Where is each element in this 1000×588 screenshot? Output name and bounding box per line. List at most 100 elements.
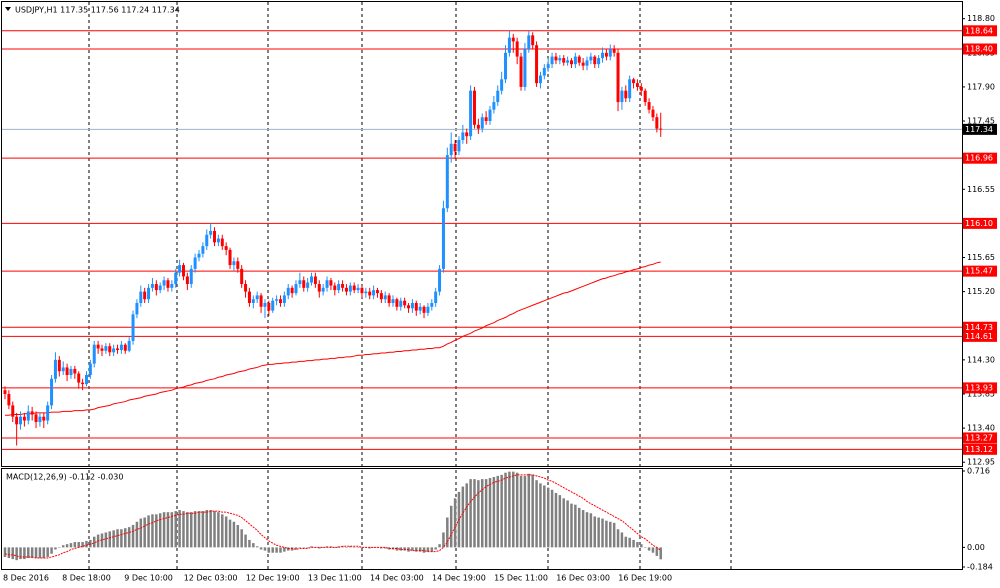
candle-body	[147, 287, 151, 300]
candle-body	[577, 56, 581, 63]
macd-bar	[543, 485, 546, 548]
candle-body	[224, 246, 228, 250]
macd-bar	[372, 547, 375, 548]
candle-body	[624, 90, 628, 99]
candle-body	[441, 208, 445, 269]
macd-bar	[477, 480, 480, 548]
candle-body	[348, 285, 352, 292]
candle-body	[546, 64, 550, 68]
macd-bar	[182, 511, 185, 548]
candle-body	[655, 117, 659, 129]
macd-bar	[616, 529, 620, 548]
macd-bar	[341, 546, 344, 548]
macd-bar	[624, 536, 628, 548]
candle-body	[368, 291, 372, 296]
macd-bar	[461, 486, 465, 548]
x-tick-label: 16 Dec 19:00	[618, 574, 672, 583]
macd-bar	[85, 540, 88, 548]
candle-body	[573, 56, 577, 65]
macd-bar	[469, 479, 472, 548]
macd-bar	[345, 547, 348, 548]
macd-bar	[294, 547, 298, 550]
candle-body	[527, 35, 531, 50]
macd-bar	[124, 528, 127, 548]
candle-body	[236, 261, 240, 269]
candle-body	[135, 302, 139, 315]
candle-body	[593, 56, 597, 65]
macd-bar	[527, 473, 531, 548]
candle-body	[53, 359, 57, 379]
macd-bar	[480, 479, 484, 548]
macd-bar	[531, 474, 534, 548]
level-label: 116.96	[965, 154, 993, 163]
candle-body	[333, 285, 337, 291]
x-tick-label: 14 Dec 03:00	[370, 574, 424, 583]
macd-bar	[213, 511, 216, 548]
macd-bar	[275, 547, 278, 553]
candle-body	[11, 405, 15, 417]
candle-body	[46, 405, 50, 421]
candle-body	[585, 60, 589, 66]
candle-body	[317, 284, 321, 292]
macd-bar	[3, 547, 7, 557]
macd-bar	[174, 511, 177, 548]
macd-bar	[23, 547, 26, 560]
y-tick-label: 117.90	[967, 82, 995, 91]
macd-bar	[356, 547, 360, 548]
candle-body	[364, 291, 368, 294]
candle-body	[271, 300, 275, 311]
candle-body	[507, 37, 511, 53]
candle-body	[558, 58, 562, 61]
candle-body	[154, 284, 158, 291]
macd-bar	[473, 479, 476, 548]
macd-bar	[434, 547, 437, 550]
macd-bar	[271, 547, 274, 553]
macd-bar	[636, 542, 639, 548]
macd-bar	[139, 518, 143, 548]
candle-body	[267, 302, 271, 311]
macd-bar	[151, 514, 154, 548]
candle-body	[30, 411, 34, 415]
macd-bar	[570, 503, 573, 548]
candle-body	[247, 291, 251, 303]
macd-bar	[593, 516, 597, 548]
candle-body	[550, 56, 554, 65]
macd-bar	[349, 546, 352, 548]
candle-body	[306, 282, 310, 288]
menu-arrow[interactable]	[5, 7, 11, 11]
candle-body	[150, 284, 154, 288]
candle-body	[81, 382, 85, 385]
macd-bar	[426, 547, 430, 552]
x-tick-label: 13 Dec 11:00	[308, 574, 362, 583]
candle-body	[492, 102, 496, 110]
candle-body	[391, 299, 395, 303]
candle-body	[395, 299, 399, 307]
candle-body	[612, 49, 616, 53]
candle-body	[119, 344, 123, 350]
candle-body	[42, 416, 46, 421]
level-label-box	[963, 443, 997, 455]
y-tick-label: 0.00	[967, 543, 985, 552]
macd-bar	[81, 542, 84, 548]
candle-body	[100, 348, 104, 351]
candle-body	[259, 295, 263, 307]
macd-bar	[19, 547, 22, 560]
level-label: 113.12	[965, 445, 993, 454]
price-panel	[1, 1, 963, 467]
macd-bar	[65, 544, 69, 548]
macd-bar	[325, 546, 329, 548]
candle-body	[430, 302, 434, 307]
candle-body	[480, 117, 484, 129]
level-label-box	[963, 25, 997, 37]
macd-bar	[240, 529, 243, 548]
candle-body	[356, 287, 360, 291]
macd-bar	[236, 524, 240, 548]
macd-bar	[112, 530, 115, 548]
candle-body	[197, 253, 201, 258]
candle-body	[554, 56, 558, 61]
macd-bar	[628, 537, 631, 548]
macd-bar	[508, 471, 511, 548]
candle-body	[321, 287, 325, 292]
x-tick-label: 16 Dec 03:00	[556, 574, 610, 583]
level-label: 118.64	[965, 26, 993, 35]
